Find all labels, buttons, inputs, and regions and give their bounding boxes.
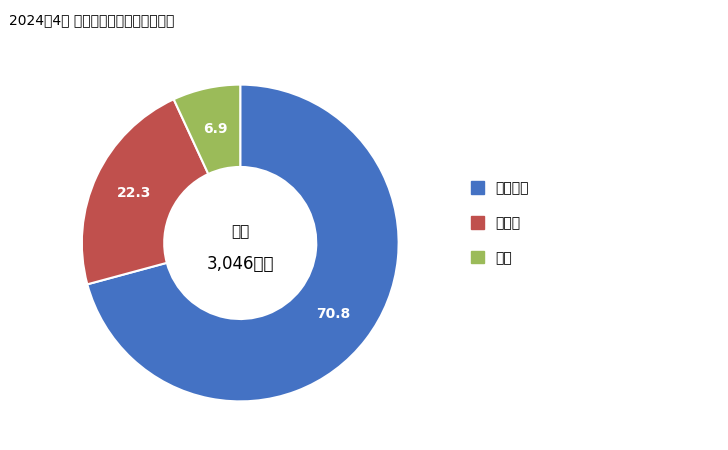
Legend: スペイン, ケニア, 中国: スペイン, ケニア, 中国 xyxy=(465,176,534,270)
Text: 3,046万円: 3,046万円 xyxy=(207,255,274,273)
Text: 22.3: 22.3 xyxy=(116,186,151,200)
Wedge shape xyxy=(174,85,240,174)
Text: 6.9: 6.9 xyxy=(203,122,227,135)
Text: 70.8: 70.8 xyxy=(316,307,350,321)
Text: 総額: 総額 xyxy=(231,225,250,239)
Text: 2024年4月 輸入相手国のシェア（％）: 2024年4月 輸入相手国のシェア（％） xyxy=(9,14,174,27)
Wedge shape xyxy=(87,85,399,401)
Wedge shape xyxy=(82,99,208,284)
